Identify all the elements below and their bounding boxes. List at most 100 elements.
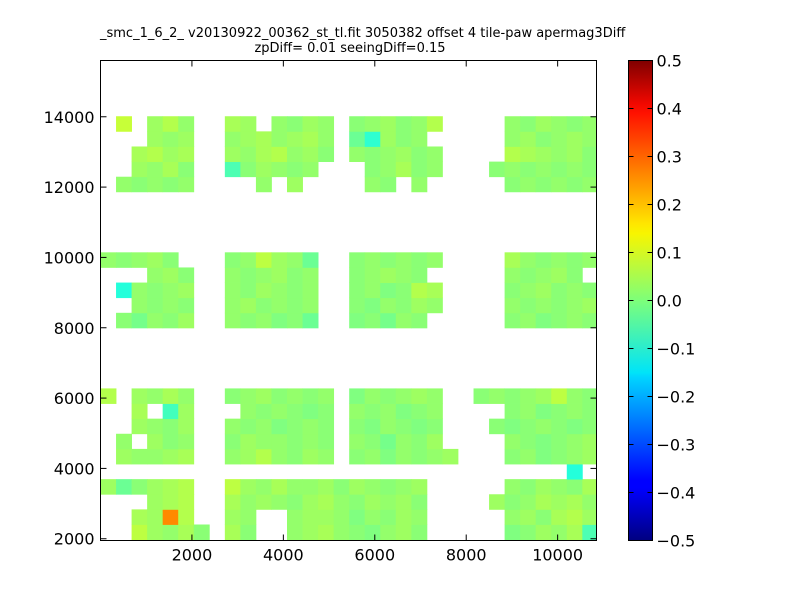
heatmap-cell [302,267,319,283]
heatmap-cell [302,403,319,420]
heatmap-cell [411,176,428,193]
heatmap-cell [240,161,257,178]
heatmap-cell [333,494,350,510]
heatmap-cell [520,176,537,193]
heatmap-cell [162,131,179,147]
chart-subtitle: zpDiff= 0.01 seeingDiff=0.15 [254,41,446,56]
heatmap-cell [551,116,568,132]
heatmap-cell [240,146,257,162]
heatmap-cell [287,418,303,435]
heatmap-cell [131,403,148,420]
heatmap-cell [224,161,241,178]
heatmap-cell [349,267,366,283]
heatmap-cell [520,524,537,541]
heatmap-cell [131,282,148,299]
heatmap-cell [566,433,583,450]
heatmap-cell [364,524,381,541]
heatmap-cell [271,297,288,314]
heatmap-cell [380,312,397,329]
heatmap-cell [349,448,366,465]
heatmap-cell [255,146,272,162]
heatmap-cell [411,116,428,132]
heatmap-cell [520,116,537,132]
heatmap-cell [535,403,552,420]
colorbar-tick-label: 0.3 [657,148,682,167]
heatmap-cell [131,176,148,193]
heatmap-cell [287,176,303,193]
heatmap-cell [426,418,443,435]
heatmap-cell [349,131,366,147]
heatmap-cell [302,312,319,329]
heatmap-cell [364,312,381,329]
heatmap-cell [411,267,428,283]
heatmap-cell [535,312,552,329]
heatmap-cell [287,433,303,450]
heatmap-cell [271,312,288,329]
heatmap-cell [426,116,443,132]
heatmap-cell [318,479,335,495]
heatmap-cell [147,312,164,329]
heatmap-cell [395,297,412,314]
heatmap-cell [178,297,195,314]
heatmap-cell [131,388,148,404]
heatmap-cell [411,297,428,314]
heatmap-cell [520,297,537,314]
heatmap-cell [395,494,412,510]
heatmap-cell [551,479,568,495]
heatmap-cell [582,297,597,314]
heatmap-cell [535,176,552,193]
heatmap-cell [535,494,552,510]
heatmap-cell [520,388,537,404]
heatmap-cell [240,448,257,465]
heatmap-cell [380,479,397,495]
y-tick-label: 2000 [54,530,95,549]
heatmap-cell [162,176,179,193]
heatmap-cell [255,161,272,178]
heatmap-cell [240,403,257,420]
heatmap-cell [178,403,195,420]
heatmap-cell [380,282,397,299]
heatmap-cell [162,161,179,178]
heatmap-cell [520,161,537,178]
heatmap-cell [287,448,303,465]
heatmap-cell [255,267,272,283]
heatmap-cell [147,509,164,525]
heatmap-cell [504,388,521,404]
heatmap-cell [271,433,288,450]
heatmap-cell [162,448,179,465]
heatmap-cell [178,509,195,525]
heatmap-cell [224,267,241,283]
y-tick-label: 8000 [54,319,95,338]
heatmap-cell [302,448,319,465]
heatmap-cell [582,479,597,495]
heatmap-cell [240,267,257,283]
heatmap-cell [566,509,583,525]
heatmap-cell [535,448,552,465]
heatmap-cell [147,448,164,465]
heatmap-cell [395,252,412,268]
heatmap-cell [131,418,148,435]
heatmap-cell [162,267,179,283]
y-tick-label: 4000 [54,459,95,478]
heatmap-cell [178,267,195,283]
heatmap-cell [582,116,597,132]
heatmap-cell [224,509,241,525]
heatmap-cell [318,146,335,162]
colorbar-tick-label: −0.2 [657,388,696,407]
heatmap-cell [147,267,164,283]
heatmap-cell [395,282,412,299]
heatmap-cell [504,509,521,525]
heatmap-cell [224,388,241,404]
heatmap-cell [318,448,335,465]
heatmap-cell [333,479,350,495]
heatmap-cell [582,494,597,510]
colorbar-tick-label: −0.3 [657,436,696,455]
heatmap-cell [566,448,583,465]
heatmap-cell [551,418,568,435]
heatmap-cell [411,161,428,178]
heatmap-cell [520,494,537,510]
heatmap-cell [302,252,319,268]
heatmap-cell [473,388,490,404]
heatmap-cell [411,312,428,329]
